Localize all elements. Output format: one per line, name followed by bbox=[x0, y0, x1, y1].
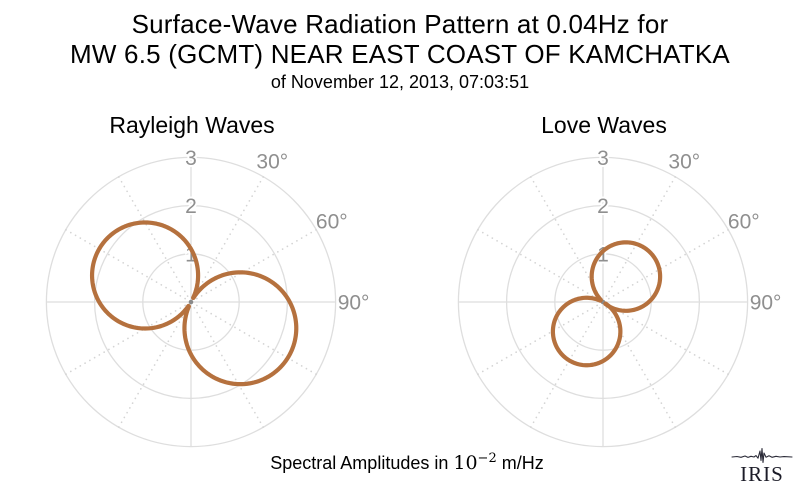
angle-grid-line bbox=[117, 175, 189, 297]
figure-title-line1: Surface-Wave Radiation Pattern at 0.04Hz… bbox=[131, 9, 669, 39]
angle-grid-line bbox=[64, 228, 186, 300]
iris-logo-text: IRIS bbox=[740, 462, 784, 486]
figure-title-line2: MW 6.5 (GCMT) NEAR EAST COAST OF KAMCHAT… bbox=[70, 39, 730, 69]
radiation-lobe-path bbox=[550, 295, 623, 368]
caption-unit-base: 10 bbox=[453, 452, 478, 474]
angle-grid-line bbox=[193, 307, 265, 429]
caption-unit-suffix: m/Hz bbox=[496, 453, 544, 473]
angle-tick-label: 60° bbox=[316, 210, 348, 233]
angle-grid-line bbox=[529, 307, 601, 429]
angle-tick-label: 90° bbox=[750, 292, 782, 315]
angle-grid-line bbox=[605, 175, 677, 297]
love-polar-chart: 123 30°60°90° bbox=[457, 145, 782, 448]
love-plot-title: Love Waves bbox=[541, 112, 667, 138]
amplitude-units-caption: Spectral Amplitudes in 10−2 m/Hz bbox=[7, 452, 800, 474]
angle-grid-line bbox=[608, 228, 730, 300]
caption-prefix: Spectral Amplitudes in bbox=[270, 453, 454, 473]
angle-grid-line bbox=[64, 304, 186, 376]
radiation-lobe-path bbox=[182, 270, 299, 387]
angle-tick-label: 30° bbox=[256, 151, 288, 174]
rayleigh-plot-title: Rayleigh Waves bbox=[109, 112, 275, 138]
angle-grid-line bbox=[196, 304, 318, 376]
seismogram-icon bbox=[731, 447, 793, 464]
rayleigh-polar-chart: 123 30°60°90° bbox=[45, 145, 370, 448]
angle-grid-line bbox=[476, 228, 598, 300]
angle-tick-label: 60° bbox=[728, 210, 760, 233]
angle-grid-line bbox=[476, 304, 598, 376]
radiation-lobe-path bbox=[89, 220, 201, 331]
angle-tick-label: 90° bbox=[338, 292, 370, 315]
angle-grid-line bbox=[117, 307, 189, 429]
radiation-lobe-path bbox=[589, 240, 663, 313]
angle-grid-line bbox=[605, 307, 677, 429]
caption-unit-exponent: −2 bbox=[477, 451, 497, 466]
r-tick-label: 3 bbox=[185, 147, 197, 170]
angle-grid-line bbox=[196, 228, 318, 300]
r-tick-label: 3 bbox=[597, 147, 609, 170]
angle-grid-line bbox=[608, 304, 730, 376]
r-tick-label: 2 bbox=[597, 195, 609, 218]
figure-subtitle: of November 12, 2013, 07:03:51 bbox=[270, 72, 530, 92]
angle-tick-label: 30° bbox=[668, 151, 700, 174]
origin-dot bbox=[188, 299, 194, 305]
angle-grid-line bbox=[193, 175, 265, 297]
angle-grid-line bbox=[529, 175, 601, 297]
iris-logo: IRIS bbox=[727, 447, 797, 489]
r-tick-label: 2 bbox=[185, 195, 197, 218]
